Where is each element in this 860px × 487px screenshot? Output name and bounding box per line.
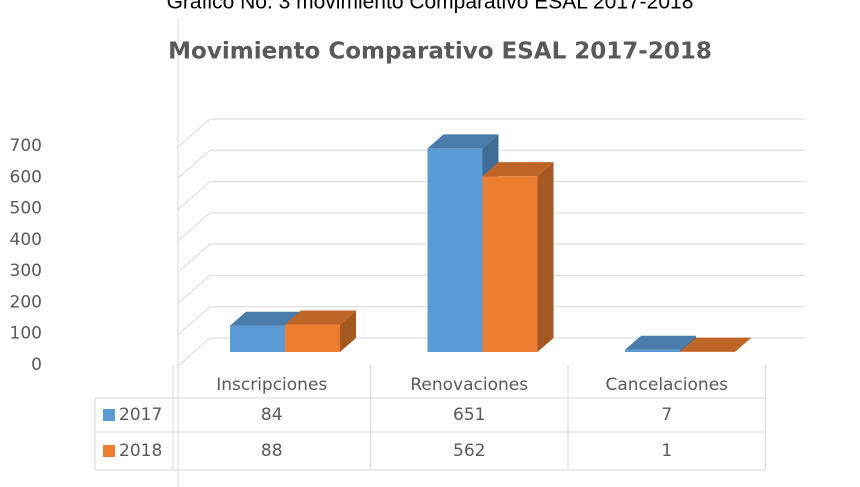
bar-top [680,337,751,352]
y-tick-label: 100 [10,324,42,344]
bar-side [680,335,696,352]
bar-top [230,311,301,326]
caption: Gráfico No. 3 movimiento Comparativo ESA… [167,0,694,14]
bar [625,349,680,352]
bar-top [625,335,696,350]
table-value: 651 [453,405,485,425]
x-tick-label: Cancelaciones [605,375,728,395]
grid-line [177,212,805,242]
x-tick-label: Inscripciones [216,375,327,395]
grid-line [177,337,805,367]
y-tick-label: 200 [10,292,42,312]
legend-swatch [103,409,115,421]
bar-top [285,310,356,325]
table-value: 1 [661,441,672,461]
x-tick-label: Renovaciones [410,375,528,395]
y-tick-label: 400 [10,230,42,250]
bar-side [735,337,751,352]
grid-line [177,274,805,304]
legend-swatch [103,445,115,457]
y-tick-label: 0 [31,355,42,375]
grid-line [177,118,805,148]
grid-line [177,306,805,336]
y-tick-label: 700 [10,136,42,156]
bar [427,148,483,352]
bar-side [340,310,356,352]
bar-side [537,162,554,352]
y-tick-label: 300 [10,261,42,281]
table-value: 88 [261,441,283,461]
table-value: 7 [661,405,672,425]
y-tick-label: 500 [10,199,42,219]
bar-top [427,134,499,149]
legend-label: 2017 [119,405,162,425]
chart-title: Movimiento Comparativo ESAL 2017-2018 [168,39,712,65]
grid-line [177,243,805,273]
grid-line [177,149,805,179]
bar [482,176,538,352]
bar [285,324,340,352]
y-tick-label: 600 [10,167,42,187]
bar-top [482,162,554,177]
table-value: 84 [261,405,283,425]
table-value: 562 [453,441,485,461]
grid-line [177,181,805,210]
legend-label: 2018 [119,441,162,461]
bar [230,325,285,352]
